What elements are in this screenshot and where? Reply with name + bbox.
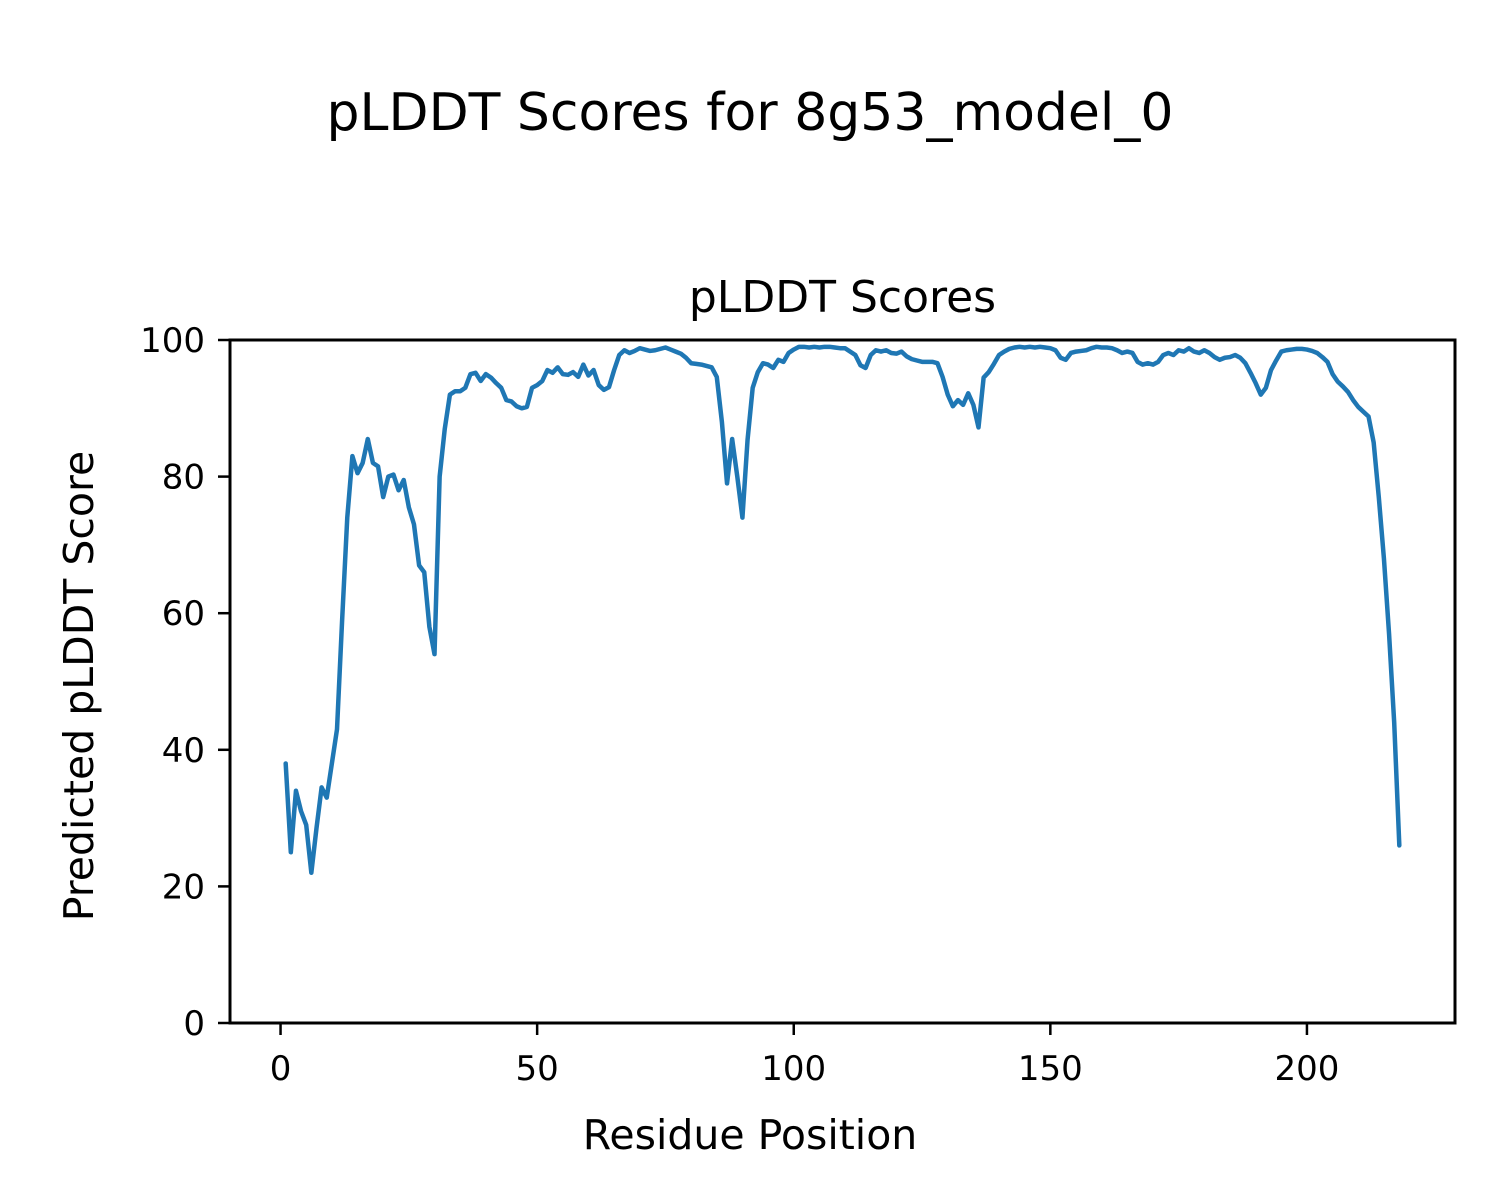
x-tick-label: 0 <box>270 1049 292 1089</box>
y-axis-label: Predicted pLDDT Score <box>55 450 103 922</box>
axes-frame <box>228 338 1457 1025</box>
y-tick-label: 80 <box>162 458 205 498</box>
plddt-line-series <box>283 344 1402 875</box>
y-tick-label: 20 <box>162 867 205 907</box>
y-tick-label: 40 <box>162 731 205 771</box>
y-tick-label: 0 <box>183 1004 205 1044</box>
x-axis-label: Residue Position <box>582 1111 918 1159</box>
y-tick-label: 100 <box>140 321 205 361</box>
axes-title: pLDDT Scores <box>688 272 997 323</box>
plot-area: 0 50 100 150 200 0 20 40 60 80 100 <box>140 321 1457 1089</box>
axis-ticks: 0 50 100 150 200 0 20 40 60 80 100 <box>140 321 1339 1089</box>
x-tick-label: 150 <box>1018 1049 1083 1089</box>
plot-svg: 0 50 100 150 200 0 20 40 60 80 100 <box>140 321 1457 1089</box>
x-tick-label: 50 <box>516 1049 559 1089</box>
x-tick-label: 100 <box>761 1049 826 1089</box>
y-tick-label: 60 <box>162 594 205 634</box>
figure-title: pLDDT Scores for 8g53_model_0 <box>326 83 1174 143</box>
x-tick-label: 200 <box>1274 1049 1339 1089</box>
